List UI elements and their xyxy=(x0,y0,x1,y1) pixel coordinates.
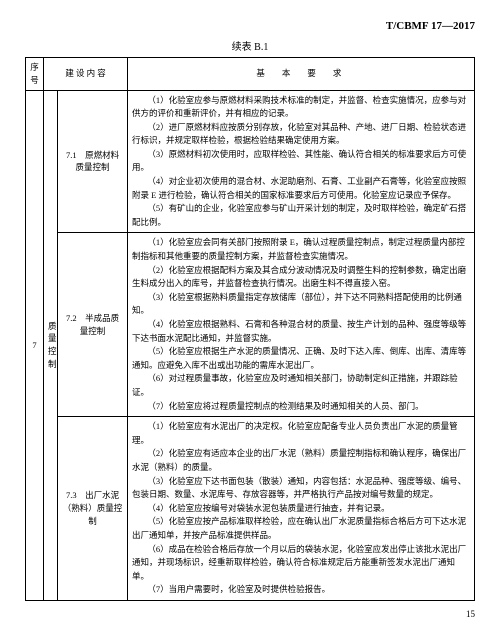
col-content-header: 建 设 内 容 xyxy=(44,58,128,91)
row-cat1: 质量控制 xyxy=(44,90,58,600)
item: （5）化验室应根据生产水泥的质量情况、正确、及时下达入库、倒库、出库、清库等通知… xyxy=(132,345,470,372)
section-title-1: 7.1 原燃材料质量控制 xyxy=(58,90,128,233)
item: （2）化验室应根据配料方案及其合成分波动情况及时调整生料的控制参数，确定出磨生料… xyxy=(132,264,470,291)
item: （1）化验室应有水泥出厂的决定权。化验室应配备专业人员负责出厂水泥的质量管理。 xyxy=(132,420,470,447)
item: （5）有矿山的企业，化验室应参与矿山开采计划的制定，及时取样检验，确定矿石搭配比… xyxy=(132,202,470,229)
col-seq-header: 序号 xyxy=(26,58,44,91)
item: （7）当用户需要时，化验室及时提供检验报告。 xyxy=(132,583,470,597)
col-req-header: 基 本 要 求 xyxy=(128,58,475,91)
section-title-2: 7.2 半成品质量控制 xyxy=(58,233,128,417)
section-content-3: （1）化验室应有水泥出厂的决定权。化验室应配备专业人员负责出厂水泥的质量管理。 … xyxy=(128,417,475,601)
item: （1）化验室应会同有关部门按照附录 E，确认过程质量控制点，制定过程质量内部控制… xyxy=(132,236,470,263)
item: （6）成品在检验合格后存放一个月以后的袋装水泥，化验室应发出停止该批水泥出厂通知… xyxy=(132,543,470,584)
item: （5）化验室应按产品标准取样检验，应在确认出厂水泥质量指标合格后方可下达水泥出厂… xyxy=(132,515,470,542)
main-table: 序号 建 设 内 容 基 本 要 求 7 质量控制 7.1 原燃材料质量控制 （… xyxy=(25,57,475,601)
item: （2）进厂原燃材料应按质分别存放，化验室对其品种、产地、进厂日期、检验状态进行标… xyxy=(132,121,470,148)
item: （4）化验室应按编号对袋装水泥包装质量进行抽查，并有记录。 xyxy=(132,502,470,516)
header-code: T/CBMF 17—2017 xyxy=(25,20,475,32)
item: （3）化验室根据熟料质量指定存放储库（部位），并下达不同熟料搭配使用的比例通知。 xyxy=(132,291,470,318)
table-title: 续表 B.1 xyxy=(25,38,475,53)
row-seq: 7 xyxy=(26,90,44,600)
item: （6）对过程质量事故，化验室应及时通知相关部门，协助制定纠正措施，并跟踪验证。 xyxy=(132,372,470,399)
item: （3）化验室应下达书面包装（散装）通知，内容包括：水泥品种、强度等级、编号、包装… xyxy=(132,475,470,502)
item: （2）化验室应有适应本企业的出厂水泥（熟料）质量控制指标和确认程序，确保出厂水泥… xyxy=(132,447,470,474)
section-content-1: （1）化验室应参与原燃材料采购技术标准的制定，并监督、检查实施情况，应参与对供方… xyxy=(128,90,475,233)
item: （1）化验室应参与原燃材料采购技术标准的制定，并监督、检查实施情况，应参与对供方… xyxy=(132,94,470,121)
page-number: 15 xyxy=(25,609,475,619)
item: （3）原燃材料初次使用时，应取样检验、其性能、确认符合相关的标准要求后方可使用。 xyxy=(132,148,470,175)
section-title-3: 7.3 出厂水泥（熟料）质量控制 xyxy=(58,417,128,601)
item: （4）化验室应根据熟料、石膏和各种混合材的质量、按生产计划的品种、强度等级等下达… xyxy=(132,318,470,345)
section-content-2: （1）化验室应会同有关部门按照附录 E，确认过程质量控制点，制定过程质量内部控制… xyxy=(128,233,475,417)
item: （4）对企业初次使用的混合材、水泥助磨剂、石膏、工业副产石膏等，化验室应按照附录… xyxy=(132,175,470,202)
item: （7）化验室应将过程质量控制点的检测结果及时通知相关的人员、部门。 xyxy=(132,400,470,414)
